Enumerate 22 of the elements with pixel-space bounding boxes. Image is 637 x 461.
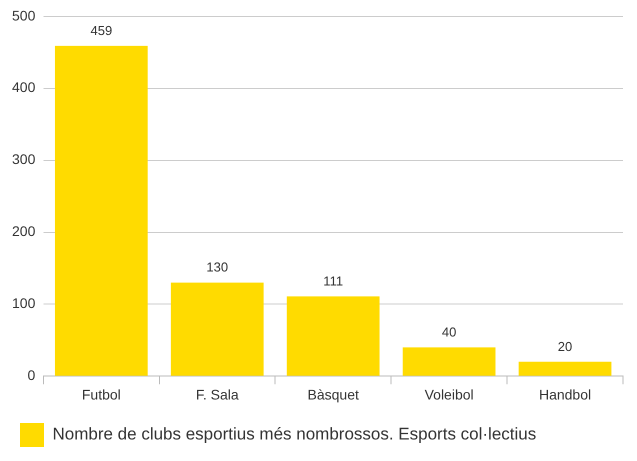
bar xyxy=(54,46,148,376)
data-label: 40 xyxy=(442,324,456,340)
y-tick-label: 400 xyxy=(12,79,36,96)
y-tick-label: 100 xyxy=(12,295,36,312)
x-tick-label: Handbol xyxy=(538,386,592,402)
y-tick-label: 300 xyxy=(12,151,36,168)
legend-label: Nombre de clubs esportius més nombrossos. Esports col·lectius xyxy=(52,424,536,444)
bar xyxy=(286,296,380,376)
data-label: 111 xyxy=(323,273,344,288)
x-tick-label: Futbol xyxy=(82,386,121,402)
y-tick-label: 0 xyxy=(28,367,36,384)
data-label: 20 xyxy=(558,338,572,354)
x-tick-label: F. Sala xyxy=(196,386,239,402)
y-tick-label: 500 xyxy=(12,7,36,24)
x-tick-label: Voleibol xyxy=(424,386,474,402)
bar xyxy=(170,282,264,376)
x-tick-label: Bàsquet xyxy=(307,386,359,402)
y-tick-label: 200 xyxy=(12,223,36,240)
bar xyxy=(518,362,612,376)
data-label: 459 xyxy=(90,22,112,38)
bar xyxy=(402,347,496,376)
data-label: 130 xyxy=(206,260,228,275)
